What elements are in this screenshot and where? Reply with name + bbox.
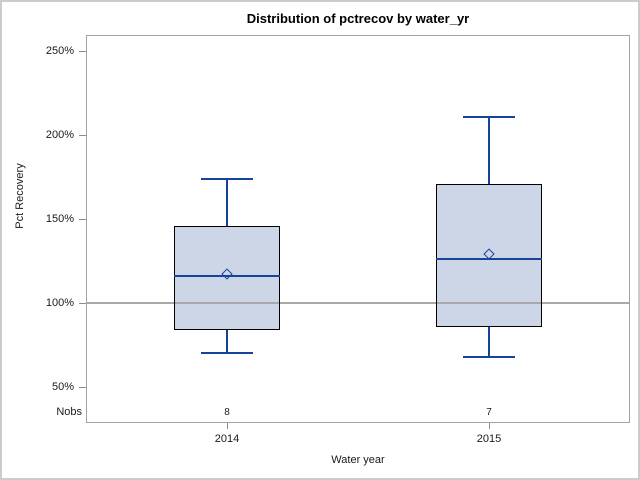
x-tick-mark bbox=[489, 423, 490, 429]
y-axis-label: Pct Recovery bbox=[14, 163, 26, 229]
y-tick-mark bbox=[79, 51, 86, 52]
y-tick-mark bbox=[79, 135, 86, 136]
whisker-line-lower bbox=[226, 329, 228, 354]
x-tick-label: 2015 bbox=[476, 433, 502, 445]
nobs-value: 7 bbox=[486, 407, 492, 418]
median-line bbox=[436, 258, 542, 261]
whisker-line-upper bbox=[488, 116, 490, 184]
box-border bbox=[436, 183, 542, 327]
whisker-line-lower bbox=[488, 326, 490, 357]
x-axis-label: Water year bbox=[331, 454, 385, 466]
y-tick-label: 200% bbox=[45, 129, 74, 141]
y-tick-mark bbox=[79, 303, 86, 304]
y-tick-label: 50% bbox=[51, 381, 74, 393]
whisker-line-upper bbox=[226, 178, 228, 226]
x-tick-mark bbox=[227, 423, 228, 429]
median-line bbox=[174, 275, 280, 278]
nobs-row-label: Nobs bbox=[56, 406, 82, 418]
nobs-value: 8 bbox=[224, 407, 230, 418]
chart-title: Distribution of pctrecov by water_yr bbox=[246, 11, 470, 26]
y-tick-label: 150% bbox=[45, 213, 74, 225]
whisker-cap-upper bbox=[463, 115, 515, 118]
y-tick-label: 100% bbox=[45, 297, 74, 309]
y-tick-mark bbox=[79, 219, 86, 220]
box-fill bbox=[174, 225, 280, 330]
plot-wall bbox=[86, 35, 630, 423]
y-tick-mark bbox=[79, 387, 86, 388]
x-tick-label: 2014 bbox=[214, 433, 240, 445]
whisker-cap-lower bbox=[201, 352, 253, 355]
reference-line-100pct bbox=[87, 302, 629, 304]
whisker-cap-upper bbox=[201, 177, 253, 180]
y-tick-label: 250% bbox=[45, 45, 74, 57]
box-border bbox=[174, 225, 280, 330]
whisker-cap-lower bbox=[463, 355, 515, 358]
